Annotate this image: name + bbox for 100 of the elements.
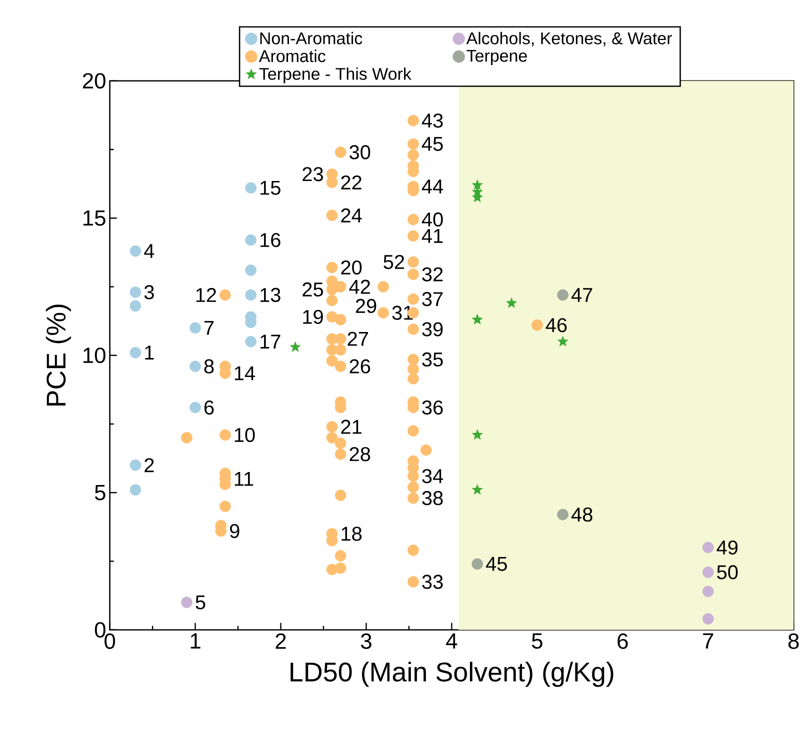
- annotation: 29: [356, 299, 376, 314]
- point: [472, 429, 484, 440]
- annotation: 44: [422, 180, 444, 194]
- annotation: 21: [341, 420, 362, 434]
- point: [702, 613, 714, 625]
- y-tick-label: 20: [82, 73, 106, 89]
- annotation: 1: [145, 346, 154, 360]
- y-tick-label: 10: [84, 348, 106, 364]
- annotation: 19: [303, 310, 323, 324]
- point: [130, 347, 142, 358]
- point: [130, 246, 142, 257]
- point: [245, 264, 257, 276]
- annotation: 16: [260, 233, 280, 248]
- annotation: 11: [234, 472, 254, 486]
- annotation: 52: [384, 255, 404, 270]
- annotation: 24: [341, 208, 362, 222]
- annotation: 37: [422, 292, 443, 306]
- annotation: 7: [204, 321, 214, 335]
- annotation: 43: [422, 114, 443, 128]
- annotation: 45: [486, 557, 507, 572]
- annotation: 14: [234, 366, 255, 380]
- point: [557, 509, 568, 520]
- point: [190, 322, 201, 334]
- annotation: 42: [349, 280, 370, 294]
- annotation: 39: [422, 322, 443, 336]
- point: [702, 542, 714, 554]
- annotation: 32: [422, 267, 443, 282]
- annotation: 38: [422, 491, 443, 506]
- annotation: 10: [234, 428, 255, 442]
- point: [190, 360, 201, 372]
- legend-label: Aromatic: [258, 50, 326, 62]
- legend-label: Terpene: [466, 50, 527, 66]
- annotation: 18: [342, 526, 362, 542]
- point: [245, 336, 257, 348]
- y-tick-label: 15: [84, 210, 106, 226]
- point: [472, 314, 484, 325]
- point: [702, 586, 714, 598]
- annotation: 13: [260, 288, 280, 302]
- annotation: 3: [144, 285, 154, 300]
- point: [557, 336, 568, 347]
- point: [245, 182, 257, 194]
- annotation: 36: [422, 400, 443, 415]
- legend-label: Non-Aromatic: [260, 32, 362, 45]
- annotation: 27: [348, 332, 368, 346]
- point: [130, 286, 142, 298]
- point: [245, 234, 257, 246]
- annotation: 2: [144, 458, 154, 472]
- y-tick-label: 5: [94, 485, 106, 500]
- point: [472, 558, 484, 570]
- x-tick-label: 3: [360, 634, 372, 650]
- point: [130, 484, 142, 496]
- annotation: 34: [422, 469, 444, 484]
- legend-label: Alcohols, Ketones, & Water: [466, 32, 672, 47]
- x-tick-label: 6: [618, 634, 628, 650]
- point: [190, 402, 201, 414]
- annotation: 50: [717, 565, 738, 580]
- x-tick-label: 2: [276, 634, 286, 649]
- annotation: 17: [260, 334, 280, 349]
- annotation: 48: [571, 508, 592, 522]
- point: [506, 297, 518, 308]
- x-tick-label: 0: [104, 634, 116, 650]
- y-tick-label: 0: [94, 622, 106, 638]
- annotation: 9: [230, 524, 240, 538]
- x-tick-label: 1: [190, 634, 200, 649]
- annotation: 22: [341, 176, 362, 190]
- point: [472, 179, 484, 190]
- x-tick-label: 5: [532, 634, 542, 649]
- annotation: 28: [350, 447, 370, 462]
- x-tick-label: 8: [788, 634, 799, 650]
- annotation: 12: [196, 288, 216, 302]
- annotation: 47: [571, 288, 592, 302]
- point: [557, 289, 568, 301]
- annotation: 5: [196, 596, 206, 610]
- x-tick-label: 7: [703, 634, 714, 649]
- annotation: 46: [546, 318, 567, 332]
- annotation: 8: [204, 359, 214, 374]
- annotation: 20: [341, 260, 362, 275]
- annotation: 33: [422, 574, 443, 590]
- annotation: 26: [350, 359, 370, 374]
- x-tick-label: 4: [446, 634, 458, 649]
- x-axis-title: LD50 (Main Solvent) (g/Kg): [290, 662, 614, 688]
- point: [472, 484, 484, 495]
- annotation: 49: [716, 540, 738, 555]
- annotation: 23: [302, 167, 323, 182]
- annotation: 45: [422, 137, 443, 152]
- point: [245, 289, 257, 301]
- annotation: 30: [350, 145, 370, 160]
- point: [702, 566, 714, 578]
- annotation: 6: [204, 400, 214, 415]
- annotation: 35: [422, 352, 443, 367]
- annotation: 25: [302, 282, 324, 297]
- annotation: 4: [144, 244, 154, 258]
- point: [290, 341, 301, 352]
- annotation: 41: [422, 229, 443, 243]
- point: [130, 460, 142, 472]
- annotation: 15: [260, 181, 280, 196]
- y-axis-title: PCE (%): [46, 304, 72, 406]
- point: [130, 300, 142, 312]
- point: [181, 596, 192, 608]
- annotation: 40: [422, 212, 443, 227]
